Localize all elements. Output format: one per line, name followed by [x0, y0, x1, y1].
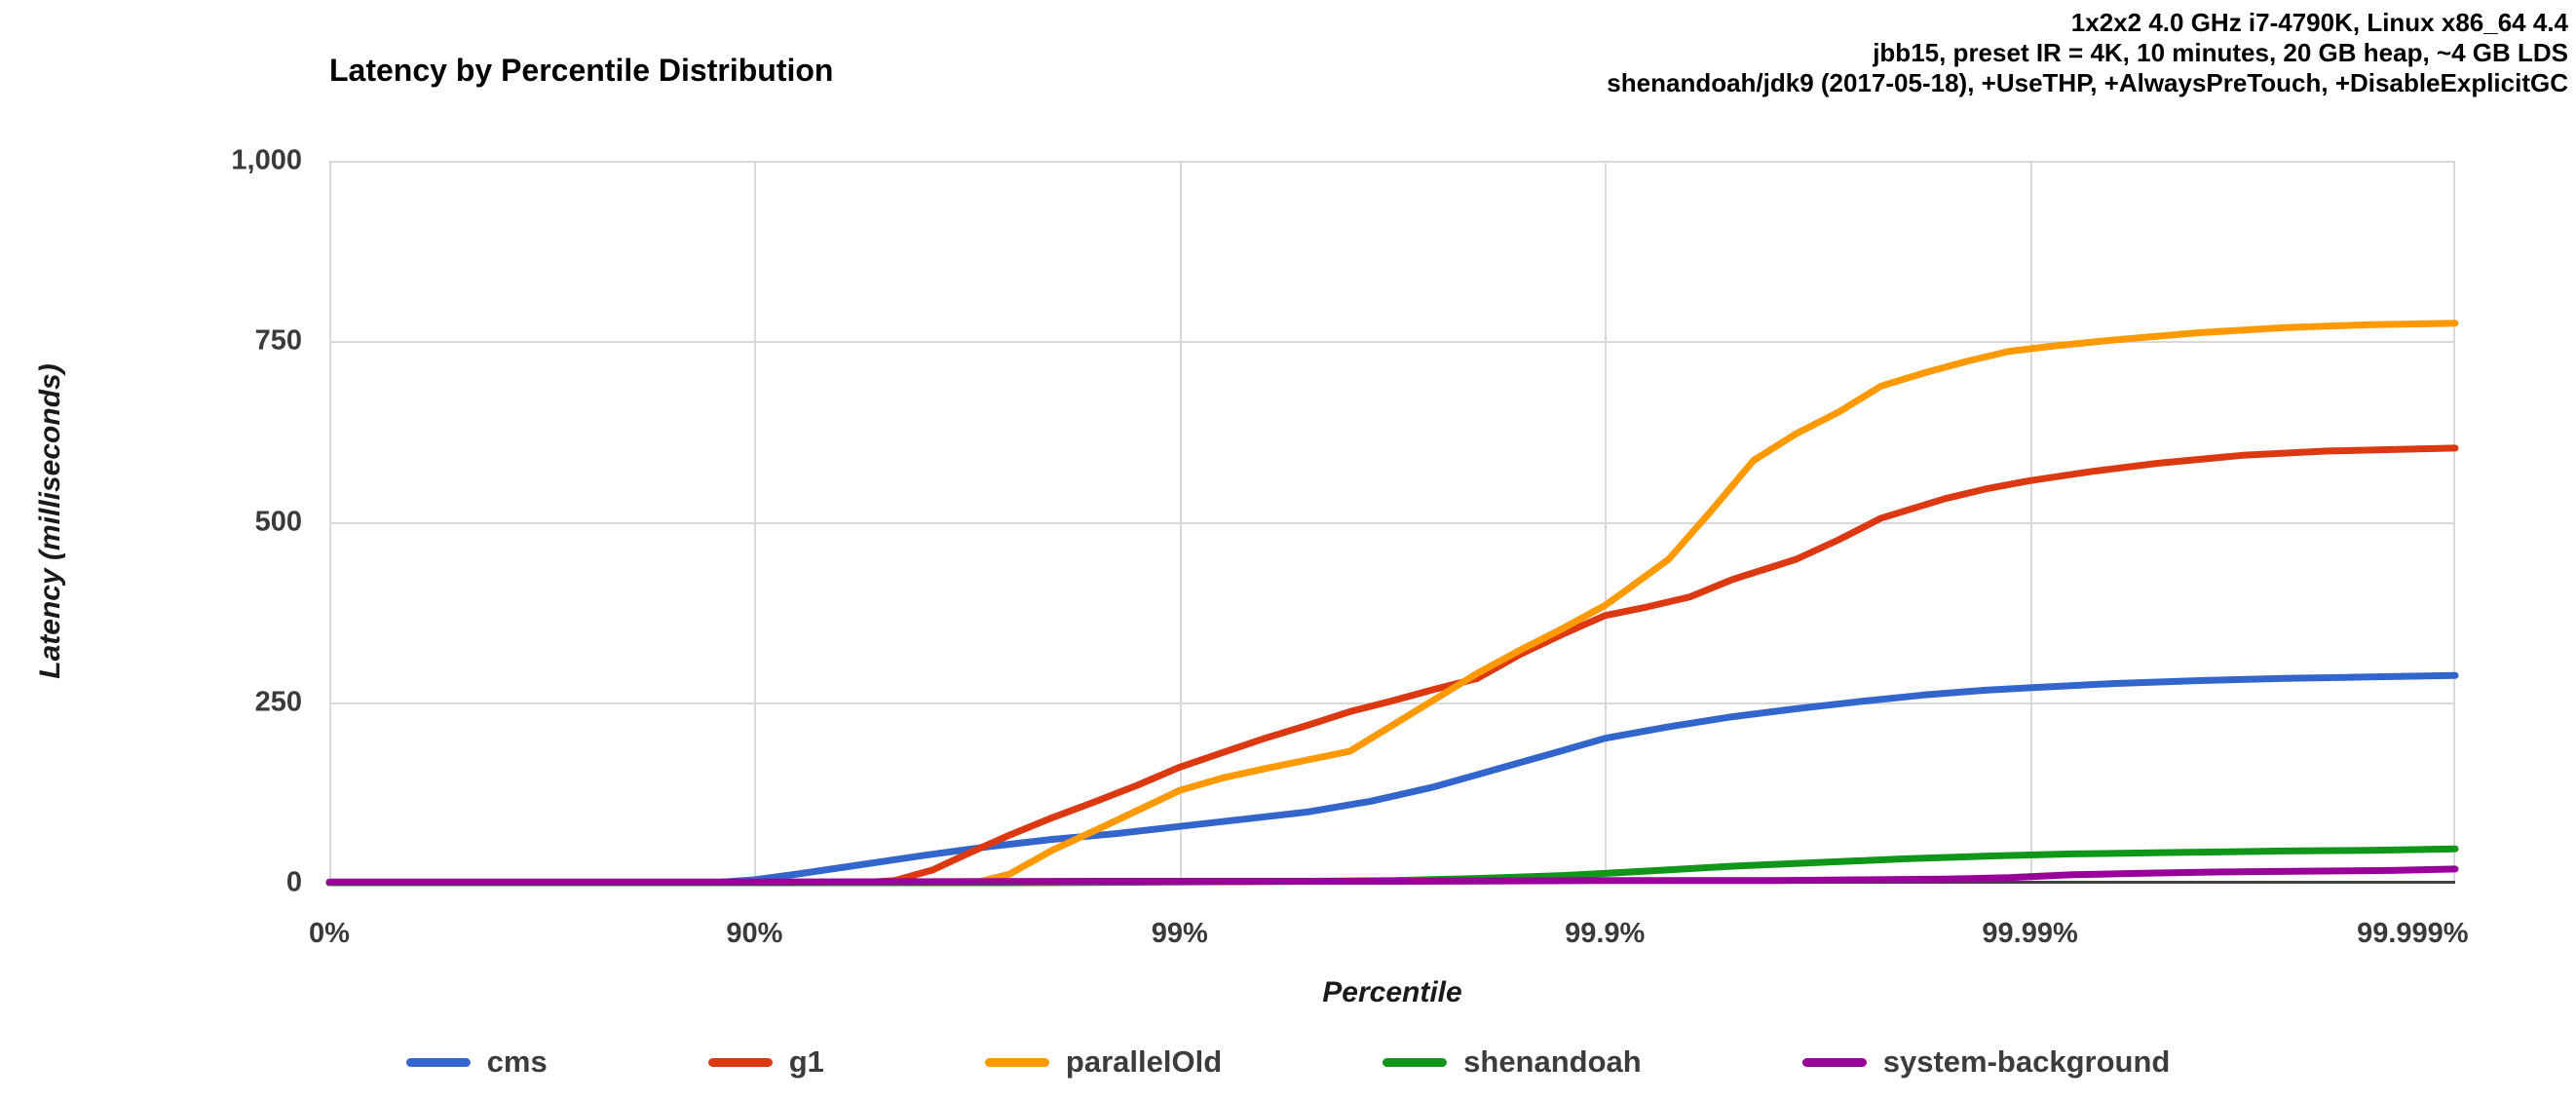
y-tick-label: 750 — [254, 324, 302, 357]
plot-area — [325, 161, 2459, 887]
gridline-h-750 — [329, 341, 2455, 343]
chart-title: Latency by Percentile Distribution — [329, 53, 834, 88]
legend-label-parallelold: parallelOld — [1065, 1044, 1223, 1079]
legend-item-cms: cms — [405, 1044, 548, 1080]
legend-item-system-background: system-background — [1801, 1044, 2171, 1080]
y-tick-label: 250 — [254, 686, 302, 718]
y-axis-tick-labels: 1,000 750 500 250 0 — [136, 0, 302, 1101]
legend-label-g1: g1 — [788, 1044, 824, 1079]
legend-swatch-system-background — [1801, 1057, 1867, 1067]
legend-swatch-shenandoah — [1383, 1057, 1448, 1067]
x-axis-tick-labels: 0% 90% 99% 99.9% 99.99% 99.999% — [309, 918, 2469, 957]
legend-swatch-g1 — [707, 1057, 773, 1067]
y-axis-title: Latency (milliseconds) — [34, 363, 66, 679]
gridline-v-90pct — [754, 161, 757, 883]
gridline-v-99_99pct — [2029, 161, 2032, 883]
legend-label-cms: cms — [486, 1044, 548, 1079]
x-tick-label: 90% — [726, 918, 783, 949]
y-tick-label: 500 — [254, 506, 302, 537]
y-tick-label: 0 — [285, 866, 302, 898]
series-line-cms — [325, 671, 2459, 887]
legend-label-system-background: system-background — [1882, 1044, 2171, 1079]
legend-swatch-parallelold — [984, 1057, 1049, 1067]
x-tick-label: 99.99% — [1982, 918, 2078, 949]
annotation-line-2: jbb15, preset IR = 4K, 10 minutes, 20 GB… — [1873, 38, 2568, 67]
series-line-shenandoah — [325, 845, 2459, 887]
annotation-line-1: 1x2x2 4.0 GHz i7-4790K, Linux x86_64 4.4 — [2070, 8, 2568, 37]
x-tick-label: 99% — [1151, 918, 1208, 949]
gridline-v-99_999pct — [2453, 161, 2455, 883]
y-tick-label: 1,000 — [231, 144, 302, 176]
plot-svg — [325, 320, 2459, 887]
gridline-v-0pct — [329, 161, 331, 883]
legend-swatch-cms — [405, 1057, 471, 1067]
legend-item-parallelold: parallelOld — [984, 1044, 1223, 1080]
x-tick-label: 0% — [309, 918, 350, 949]
x-tick-label: 99.9% — [1565, 918, 1646, 949]
x-axis-title: Percentile — [1322, 976, 1462, 1008]
x-tick-label: 99.999% — [2357, 918, 2469, 949]
gridline-h-1000 — [329, 161, 2455, 163]
series-line-parallelOld — [325, 320, 2459, 887]
gridline-h-500 — [329, 521, 2455, 524]
series-line-system-background — [325, 865, 2459, 886]
legend-label-shenandoah: shenandoah — [1463, 1044, 1642, 1079]
gridline-v-99_9pct — [1605, 161, 1608, 883]
series-line-g1 — [325, 444, 2459, 887]
legend-item-g1: g1 — [707, 1044, 824, 1080]
legend-item-shenandoah: shenandoah — [1383, 1044, 1642, 1080]
gridline-v-99pct — [1179, 161, 1182, 883]
annotation-line-3: shenandoah/jdk9 (2017-05-18), +UseTHP, +… — [1607, 68, 2568, 97]
legend: cms g1 parallelOld shenandoah system-bac… — [0, 1039, 2576, 1085]
chart-annotation: 1x2x2 4.0 GHz i7-4790K, Linux x86_64 4.4… — [1607, 8, 2568, 98]
